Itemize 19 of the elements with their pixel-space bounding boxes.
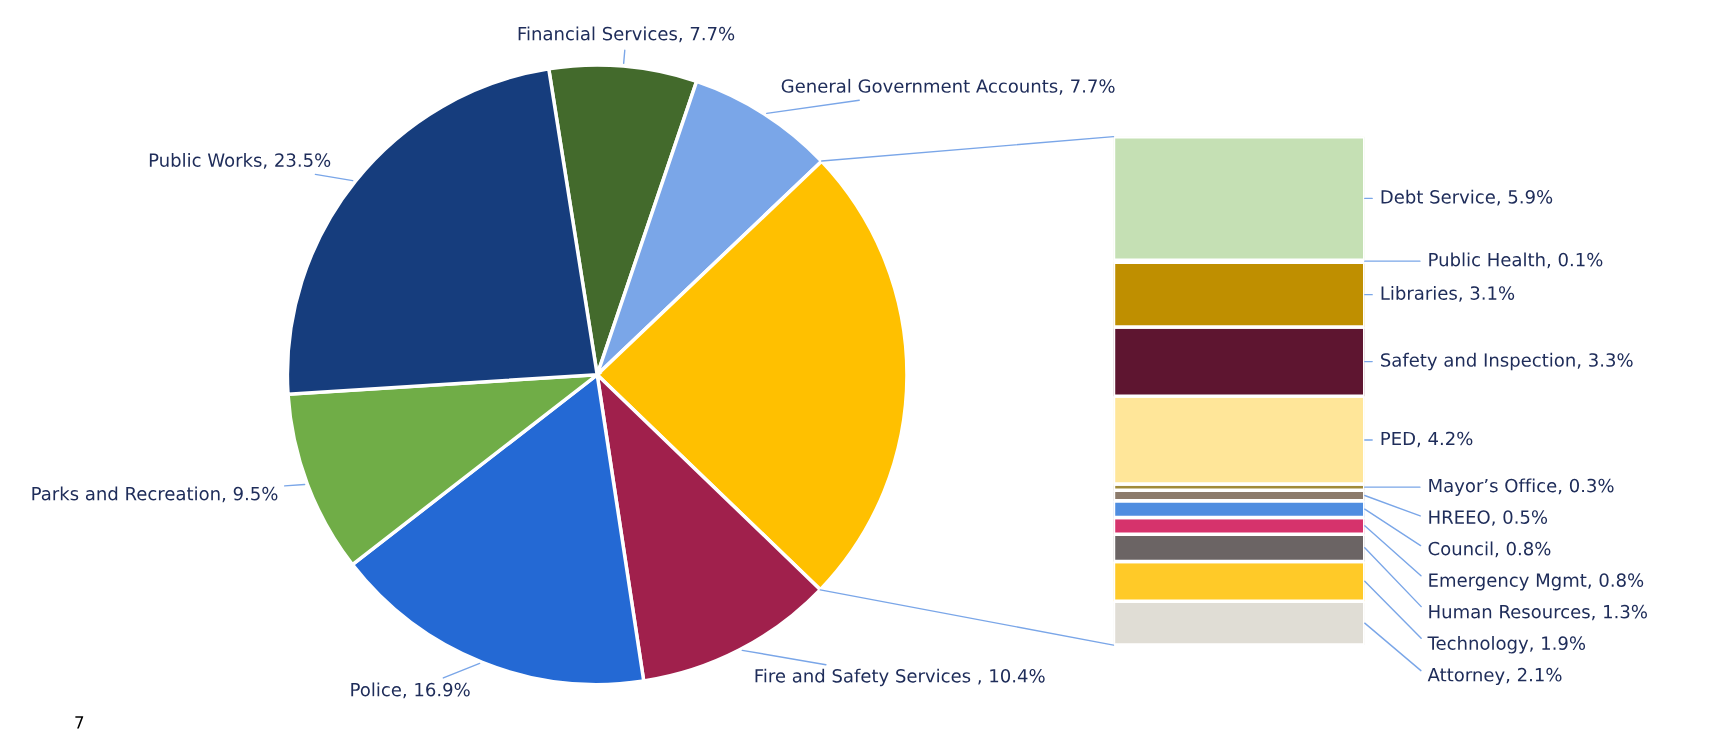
- data-label: Emergency Mgmt, 0.8%: [1429, 573, 1644, 591]
- text: 7: [75, 716, 84, 729]
- data-label: PED, 4.2%: [1381, 431, 1473, 448]
- data-label: Public Health, 0.1%: [1429, 252, 1603, 269]
- slice-label: Parks and Recreation, 9.5%: [32, 486, 278, 503]
- data-label: Libraries, 3.1%: [1381, 285, 1515, 302]
- data-label: Technology, 1.9%: [1427, 636, 1586, 654]
- data-label: Attorney, 2.1%: [1427, 667, 1562, 686]
- slice-label: Police, 16.9%: [351, 682, 470, 699]
- slice-label: Fire and Safety Services , 10.4%: [755, 668, 1045, 687]
- slice-label: Financial Services, 7.7%: [518, 26, 735, 43]
- data-label: Mayor’s Office, 0.3%: [1429, 478, 1614, 496]
- data-label: HREEO, 0.5%: [1429, 510, 1548, 526]
- data-label: Council, 0.8%: [1428, 541, 1551, 558]
- slice-label: Public Works, 23.5%: [149, 152, 331, 169]
- data-label: Safety and Inspection, 3.3%: [1381, 352, 1633, 371]
- data-label: Human Resources, 1.3%: [1429, 604, 1647, 621]
- slice-label: General Government Accounts, 7.7%: [781, 78, 1115, 95]
- data-label: Debt Service, 5.9%: [1381, 189, 1553, 206]
